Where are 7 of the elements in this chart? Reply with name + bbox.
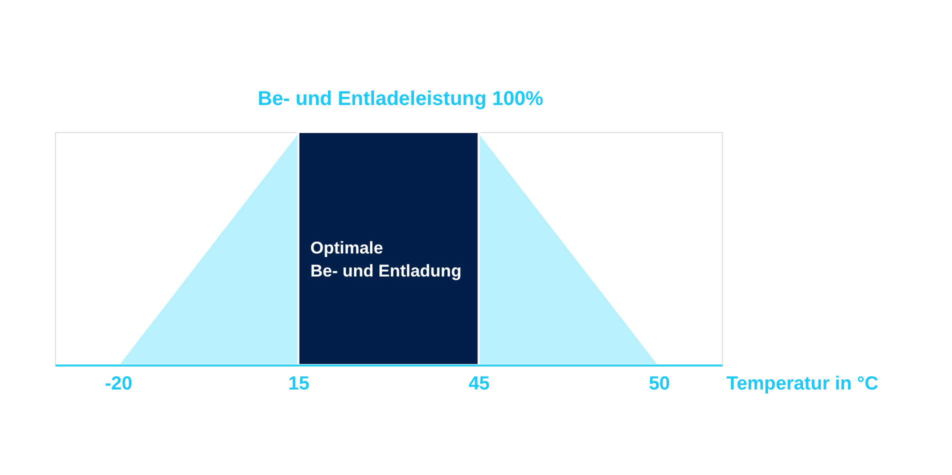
x-tick-label: 50 (648, 374, 670, 394)
x-axis-title: Temperatur in °C (726, 374, 879, 394)
series-label: Optimale Be- und Entladung (310, 238, 462, 280)
chart-title: Be- und Entladeleistung 100% (258, 88, 544, 110)
x-tick-label: 45 (468, 374, 490, 394)
x-tick-label: -20 (104, 374, 132, 394)
x-tick-label: 15 (288, 374, 310, 394)
